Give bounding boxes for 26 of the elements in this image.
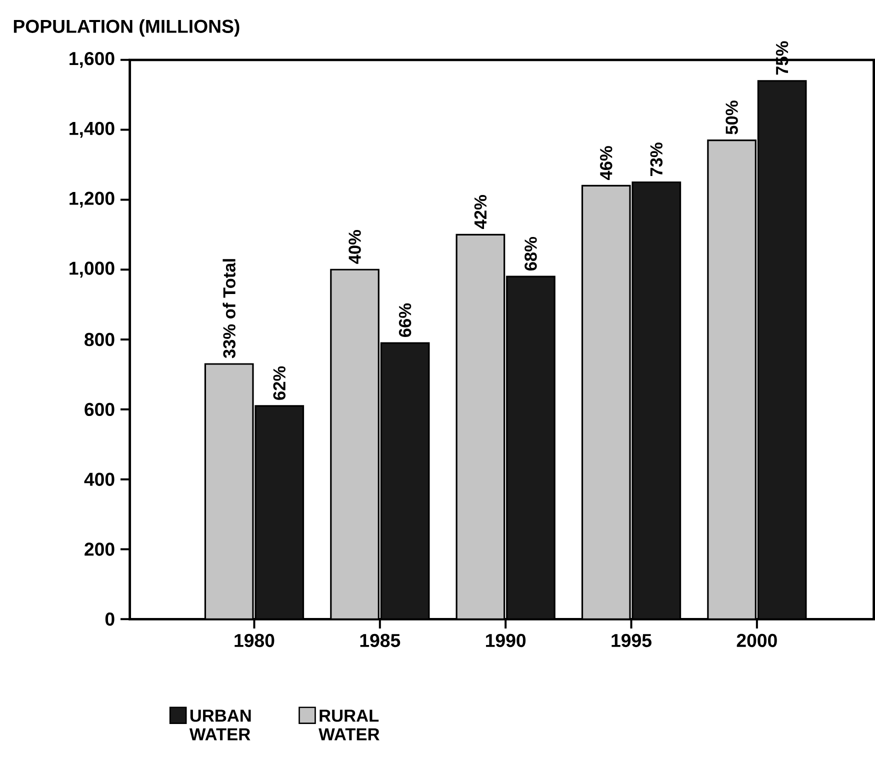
annotation: 40% [348,230,361,264]
x-tick-label: 2000 [736,634,777,648]
y-tick-label: 600 [84,402,114,416]
y-tick-label: 1,400 [70,122,114,138]
y-tick-label: 1,000 [70,262,114,278]
x-tick-label: 1985 [360,634,400,648]
annotation: 66% [398,303,412,337]
y-tick-label: 1,200 [70,192,114,208]
y-tick-label: 200 [84,542,114,556]
annotation: 73% [650,142,663,176]
annotation: 46% [600,146,612,180]
annotation: 33% of Total [222,259,236,358]
y-tick-label: 1,600 [70,52,114,68]
x-tick-label: 1990 [486,634,526,648]
annotation: 42% [474,195,487,229]
legend-label: RURAL WATER [318,710,380,740]
y-tick-label: 400 [84,472,114,486]
annotation: 68% [524,237,537,271]
annotation: 62% [273,366,286,400]
y-tick-label: 0 [105,612,114,626]
x-tick-label: 1995 [612,634,652,648]
x-tick-label: 1980 [234,634,274,648]
chart-title: POPULATION (MILLIONS) [14,19,240,37]
y-tick-label: 800 [84,332,114,346]
legend-label: URBAN WATER [189,710,251,740]
annotation: 50% [726,100,738,134]
